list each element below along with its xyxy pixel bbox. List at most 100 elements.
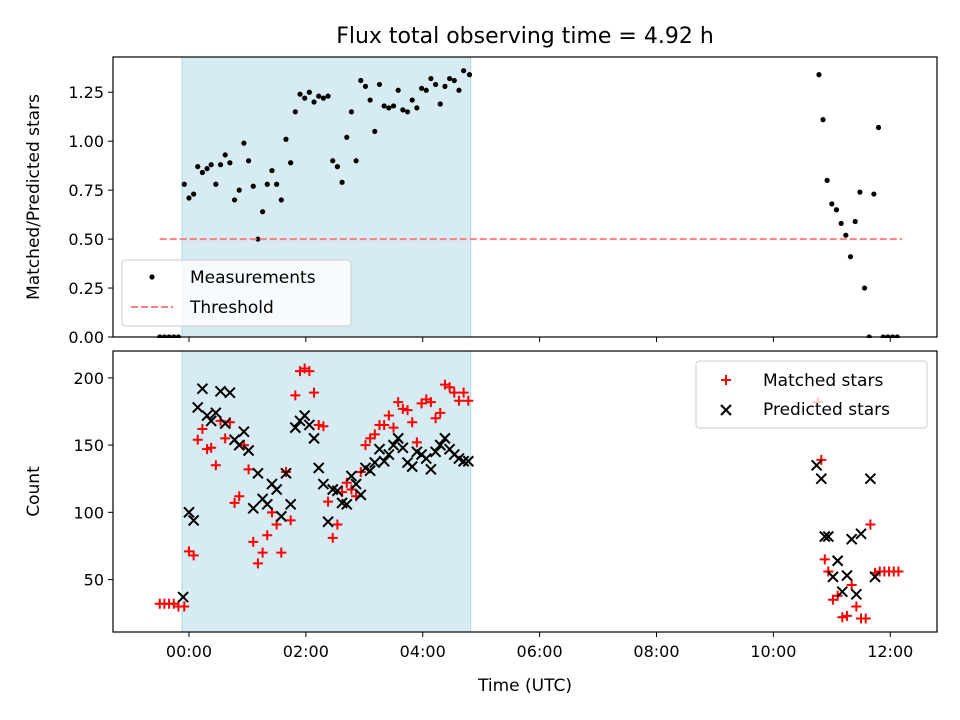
predicted-star-point [205, 415, 217, 427]
measurement-point [231, 197, 238, 203]
measurement-point [829, 201, 835, 207]
measurement-point [181, 181, 187, 187]
measurement-point [213, 181, 219, 187]
measurement-point [204, 166, 210, 172]
x-tick-label: 00:00 [166, 642, 212, 661]
legend: Matched stars Predicted stars [695, 360, 928, 429]
predicted-star-point [275, 510, 288, 523]
matched-star-point [188, 550, 199, 561]
matched-star-point [179, 601, 190, 612]
measurement-point [824, 177, 830, 183]
predicted-star-point [187, 514, 200, 527]
measurement-point [409, 97, 415, 103]
plot-marks [154, 363, 904, 624]
measurement-point [199, 169, 206, 176]
predicted-star-point [298, 409, 311, 422]
measurement-point [395, 87, 401, 93]
predicted-star-point [392, 432, 404, 445]
predicted-star-point [364, 464, 376, 477]
matched-star-point [823, 566, 834, 577]
matched-star-point [411, 437, 422, 448]
predicted-star-point [378, 455, 390, 467]
y-tick-label: 0.75 [68, 181, 104, 200]
matched-star-point [262, 530, 273, 541]
measurement-point [400, 107, 406, 113]
predicted-star-point [345, 470, 358, 482]
predicted-star-point [827, 571, 839, 583]
x-tick-label: 04:00 [400, 642, 446, 661]
x-tick-label: 02:00 [283, 642, 329, 661]
measurement-point [833, 207, 840, 213]
measurement-point [250, 183, 256, 189]
legend-label-threshold: Threshold [189, 298, 274, 318]
legend-marker-predicted [720, 404, 732, 416]
matched-star-point [388, 422, 399, 433]
measurement-point [456, 87, 462, 93]
matched-star-point [318, 421, 329, 432]
matched-star-point [444, 382, 455, 393]
measurement-point [316, 93, 322, 99]
y-tick-label: 1.25 [68, 83, 104, 102]
matched-star-point [379, 419, 390, 430]
y-axis-label: Matched/Predicted stars [24, 94, 44, 300]
measurement-point [186, 195, 192, 201]
figure-title: Flux total observing time = 4.92 h [336, 24, 714, 49]
legend-marker-measurements [149, 274, 155, 280]
measurement-point [302, 95, 308, 101]
predicted-star-point [425, 463, 437, 476]
y-tick-label: 0.25 [68, 279, 104, 298]
matched-star-point [323, 496, 334, 507]
matched-star-point [309, 387, 320, 398]
matched-star-point [290, 390, 301, 401]
measurement-point [451, 77, 457, 84]
matched-star-point [192, 434, 203, 445]
predicted-star-point [350, 478, 362, 490]
matched-star-point [453, 395, 464, 406]
measurement-point [306, 89, 312, 95]
predicted-star-point [373, 443, 386, 455]
matched-star-point [313, 419, 324, 430]
measurement-point [191, 191, 197, 197]
measurement-point [376, 81, 383, 88]
measurement-point [320, 95, 326, 101]
legend-box [121, 259, 352, 327]
predicted-star-point [341, 498, 353, 510]
predicted-star-point [233, 439, 245, 451]
measurement-point [278, 197, 284, 203]
matched-star-point [210, 460, 221, 471]
measurement-point [871, 191, 877, 197]
predicted-star-point [836, 585, 849, 598]
matched-star-point [860, 613, 871, 624]
measurement-point [297, 91, 303, 97]
predicted-star-point [224, 386, 236, 399]
measurement-point [311, 99, 317, 105]
axes-frame [112, 56, 938, 338]
bottom-panel-counts: 50 100 150 200 00:00 02:00 04:00 06:00 08:00 10:0… [24, 350, 938, 661]
measurement-point [236, 187, 242, 193]
predicted-star-point [406, 460, 418, 473]
matched-star-point [846, 579, 857, 590]
matched-star-point [252, 558, 263, 569]
y-tick-label: 100 [73, 503, 104, 522]
matched-star-point [425, 397, 436, 408]
matched-star-point [407, 417, 418, 428]
predicted-star-point [322, 516, 334, 528]
measurement-point [428, 75, 434, 82]
measurement-point [222, 152, 228, 158]
y-tick-label: 200 [73, 369, 104, 388]
measurement-point [381, 103, 387, 109]
predicted-star-point [397, 442, 409, 454]
measurement-point [442, 83, 448, 89]
legend-label-predicted: Predicted stars [763, 400, 890, 420]
measurement-point [367, 97, 373, 103]
matched-star-point [369, 429, 380, 440]
y-tick-label: 1.00 [68, 132, 104, 151]
predicted-star-point [308, 432, 320, 445]
measurement-point [418, 85, 425, 91]
predicted-star-point [369, 456, 381, 469]
matched-star-point [197, 423, 208, 434]
measurement-point [325, 93, 331, 99]
matched-star-point [816, 454, 827, 465]
predicted-star-point [822, 530, 835, 543]
